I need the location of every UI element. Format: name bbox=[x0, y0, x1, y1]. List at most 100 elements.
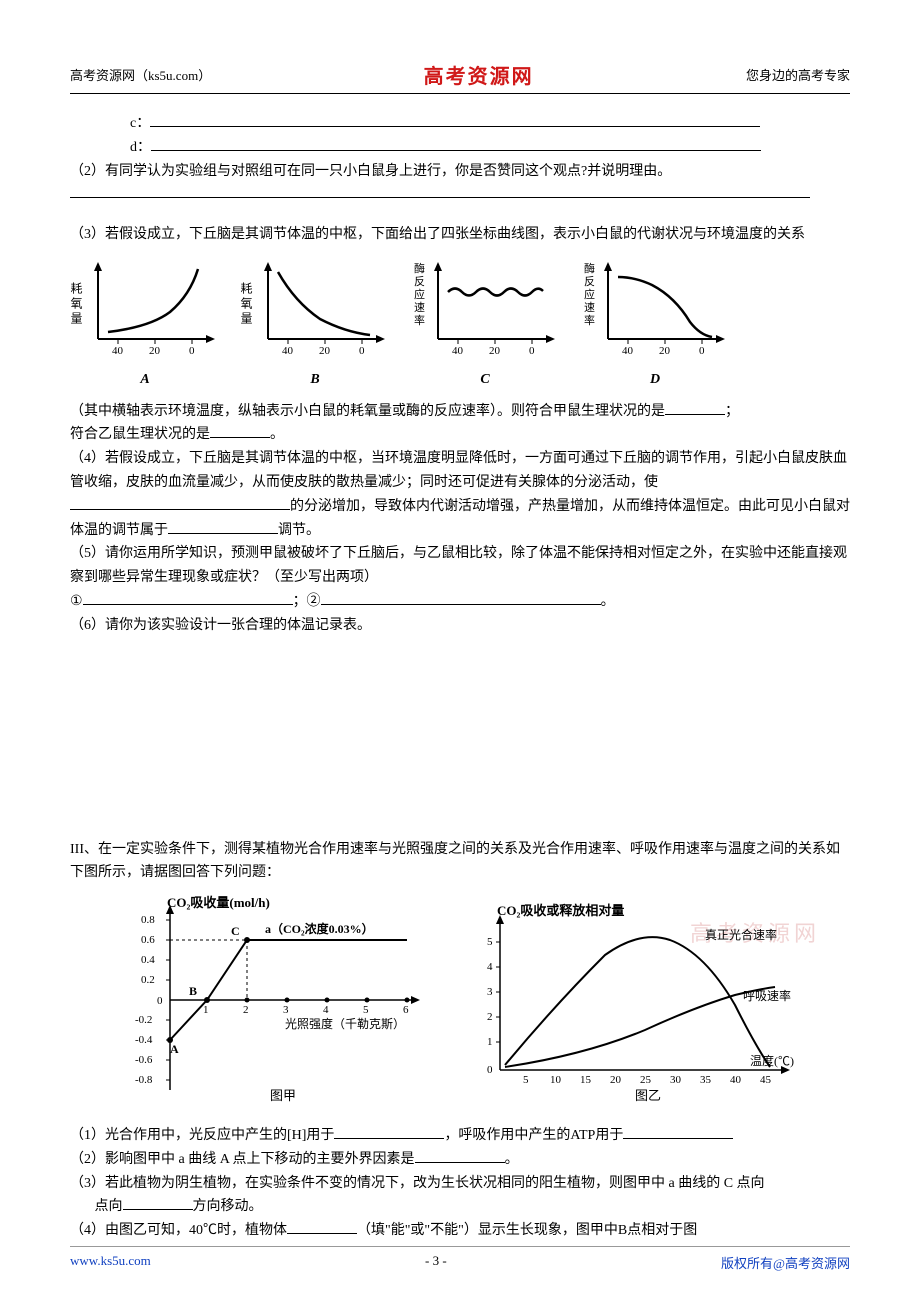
svg-text:1: 1 bbox=[203, 1004, 209, 1016]
svg-text:C: C bbox=[231, 924, 240, 938]
q3-text-a: （其中横轴表示环境温度，纵轴表示小白鼠的耗氧量或酶的反应速率）。则符合甲鼠生理状… bbox=[70, 404, 665, 419]
blank-line bbox=[151, 137, 761, 151]
svg-text:图乙: 图乙 bbox=[635, 1088, 661, 1103]
question-5: （5）请你运用所学知识，预测甲鼠被破坏了下丘脑后，与乙鼠相比较，除了体温不能保持… bbox=[70, 542, 850, 590]
d-label: d： bbox=[130, 140, 151, 155]
svg-text:酶: 酶 bbox=[414, 262, 425, 275]
svg-text:率: 率 bbox=[584, 313, 595, 327]
header-title: 高考资源网 bbox=[424, 60, 534, 89]
page-header: 高考资源网（ks5u.com） 高考资源网 您身边的高考专家 bbox=[70, 60, 850, 94]
svg-text:0.8: 0.8 bbox=[141, 914, 155, 926]
svg-text:氧: 氧 bbox=[70, 297, 83, 309]
blank-line bbox=[665, 401, 725, 415]
sq4-b: （填"能"或"不能"）显示生长现象，图甲中B点相对于图 bbox=[357, 1223, 697, 1238]
blank-line bbox=[623, 1125, 733, 1139]
c-label: c： bbox=[130, 116, 150, 131]
svg-text:0: 0 bbox=[487, 1064, 493, 1076]
svg-text:反: 反 bbox=[414, 275, 425, 288]
chart-a: 耗 氧 量 40 20 0 A bbox=[70, 257, 220, 392]
chart-c-label: C bbox=[410, 368, 560, 392]
svg-text:2: 2 bbox=[243, 1004, 249, 1016]
svg-text:35: 35 bbox=[700, 1074, 712, 1086]
svg-text:-0.4: -0.4 bbox=[135, 1034, 153, 1046]
sq1-b: ，呼吸作用中产生的ATP用于 bbox=[444, 1128, 623, 1143]
svg-text:0.4: 0.4 bbox=[141, 954, 155, 966]
question-6: （6）请你为该实验设计一张合理的体温记录表。 bbox=[70, 614, 850, 638]
svg-text:酶: 酶 bbox=[584, 262, 595, 275]
svg-text:-0.6: -0.6 bbox=[135, 1054, 153, 1066]
blank-line bbox=[70, 184, 810, 198]
blank-line bbox=[83, 591, 293, 605]
svg-text:量: 量 bbox=[240, 312, 253, 324]
svg-text:4: 4 bbox=[323, 1004, 329, 1016]
svg-text:应: 应 bbox=[584, 287, 595, 301]
svg-text:0: 0 bbox=[529, 345, 535, 357]
blank-line bbox=[123, 1196, 193, 1210]
svg-text:40: 40 bbox=[282, 345, 294, 357]
chart-d: 酶 反 应 速 率 40 20 0 D bbox=[580, 257, 730, 392]
svg-text:温度(℃): 温度(℃) bbox=[750, 1053, 794, 1068]
svg-text:速: 速 bbox=[584, 301, 595, 314]
q3-text-b: 符合乙鼠生理状况的是 bbox=[70, 427, 210, 442]
svg-text:20: 20 bbox=[489, 345, 501, 357]
chart-b: 耗 氧 量 40 20 0 B bbox=[240, 257, 390, 392]
svg-text:A: A bbox=[170, 1042, 179, 1056]
svg-text:1: 1 bbox=[487, 1036, 493, 1048]
blank-d: d： bbox=[70, 136, 850, 160]
svg-text:40: 40 bbox=[452, 345, 464, 357]
q4-text-c: 调节。 bbox=[278, 523, 320, 538]
svg-text:20: 20 bbox=[319, 345, 331, 357]
question-4: （4）若假设成立，下丘脑是其调节体温的中枢，当环境温度明显降低时，一方面可通过下… bbox=[70, 447, 850, 542]
svg-text:0: 0 bbox=[189, 345, 195, 357]
svg-text:40: 40 bbox=[622, 345, 634, 357]
blank-line bbox=[321, 591, 601, 605]
blank-line bbox=[168, 520, 278, 534]
svg-text:CO₂吸收量(mol/h): CO₂吸收量(mol/h) bbox=[167, 895, 270, 910]
sq3-a: （3）若此植物为阴生植物，在实验条件不变的情况下，改为生长状况相同的阳生植物，则… bbox=[70, 1176, 765, 1191]
svg-text:0.2: 0.2 bbox=[141, 974, 155, 986]
sq1-a: （1）光合作用中，光反应中产生的[H]用于 bbox=[70, 1128, 334, 1143]
svg-text:0.6: 0.6 bbox=[141, 934, 155, 946]
svg-text:10: 10 bbox=[550, 1074, 562, 1086]
blank-line bbox=[70, 496, 290, 510]
sq2-b: 。 bbox=[505, 1152, 519, 1167]
sq4-a: （4）由图乙可知，40℃时，植物体 bbox=[70, 1223, 287, 1238]
svg-text:2: 2 bbox=[487, 1011, 493, 1023]
svg-text:25: 25 bbox=[640, 1074, 652, 1086]
q5-2: ；② bbox=[293, 594, 321, 609]
question-5-blanks: ①；②。 bbox=[70, 590, 850, 614]
question-3-post: （其中横轴表示环境温度，纵轴表示小白鼠的耗氧量或酶的反应速率）。则符合甲鼠生理状… bbox=[70, 400, 850, 448]
svg-text:45: 45 bbox=[760, 1074, 772, 1086]
blank-line bbox=[150, 113, 760, 127]
svg-text:B: B bbox=[189, 984, 197, 998]
footer-url: www.ks5u.com bbox=[70, 1253, 151, 1272]
svg-text:15: 15 bbox=[580, 1074, 592, 1086]
sub-question-3: （3）若此植物为阴生植物，在实验条件不变的情况下，改为生长状况相同的阳生植物，则… bbox=[70, 1172, 850, 1220]
document-body: c： d： （2）有同学认为实验组与对照组可在同一只小白鼠身上进行，你是否赞同这… bbox=[70, 112, 850, 1243]
svg-text:a（CO₂浓度0.03%）: a（CO₂浓度0.03%） bbox=[265, 921, 374, 936]
svg-text:0: 0 bbox=[359, 345, 365, 357]
footer-page: - 3 - bbox=[425, 1253, 447, 1272]
svg-text:0: 0 bbox=[699, 345, 705, 357]
sub-question-2: （2）影响图甲中 a 曲线 A 点上下移动的主要外界因素是 。 bbox=[70, 1148, 850, 1172]
question-3: （3）若假设成立，下丘脑是其调节体温的中枢，下面给出了四张坐标曲线图，表示小白鼠… bbox=[70, 223, 850, 247]
svg-text:6: 6 bbox=[403, 1004, 409, 1016]
svg-text:0: 0 bbox=[157, 995, 163, 1007]
charts-row: 耗 氧 量 40 20 0 A 耗 氧 量 bbox=[70, 257, 850, 392]
header-left: 高考资源网（ks5u.com） bbox=[70, 65, 211, 84]
chart-a-label: A bbox=[70, 368, 220, 392]
svg-text:真正光合速率: 真正光合速率 bbox=[705, 927, 777, 942]
svg-text:20: 20 bbox=[149, 345, 161, 357]
svg-text:4: 4 bbox=[487, 961, 493, 973]
sq2-a: （2）影响图甲中 a 曲线 A 点上下移动的主要外界因素是 bbox=[70, 1152, 415, 1167]
q4-text-a: （4）若假设成立，下丘脑是其调节体温的中枢，当环境温度明显降低时，一方面可通过下… bbox=[70, 451, 847, 490]
section-3-intro: III、在一定实验条件下，测得某植物光合作用速率与光照强度之间的关系及光合作用速… bbox=[70, 838, 850, 886]
svg-text:20: 20 bbox=[659, 345, 671, 357]
footer-copyright: 版权所有@高考资源网 bbox=[721, 1253, 850, 1272]
graph-jia: CO₂吸收量(mol/h) 0.8 0.6 0.4 0.2 0 -0.2 -0.… bbox=[115, 895, 435, 1114]
svg-text:CO₂吸收或释放相对量: CO₂吸收或释放相对量 bbox=[497, 903, 624, 918]
svg-text:光照强度（千勒克斯）: 光照强度（千勒克斯） bbox=[285, 1016, 405, 1031]
svg-text:量: 量 bbox=[70, 312, 83, 324]
svg-text:耗: 耗 bbox=[70, 282, 83, 294]
chart-d-label: D bbox=[580, 368, 730, 392]
